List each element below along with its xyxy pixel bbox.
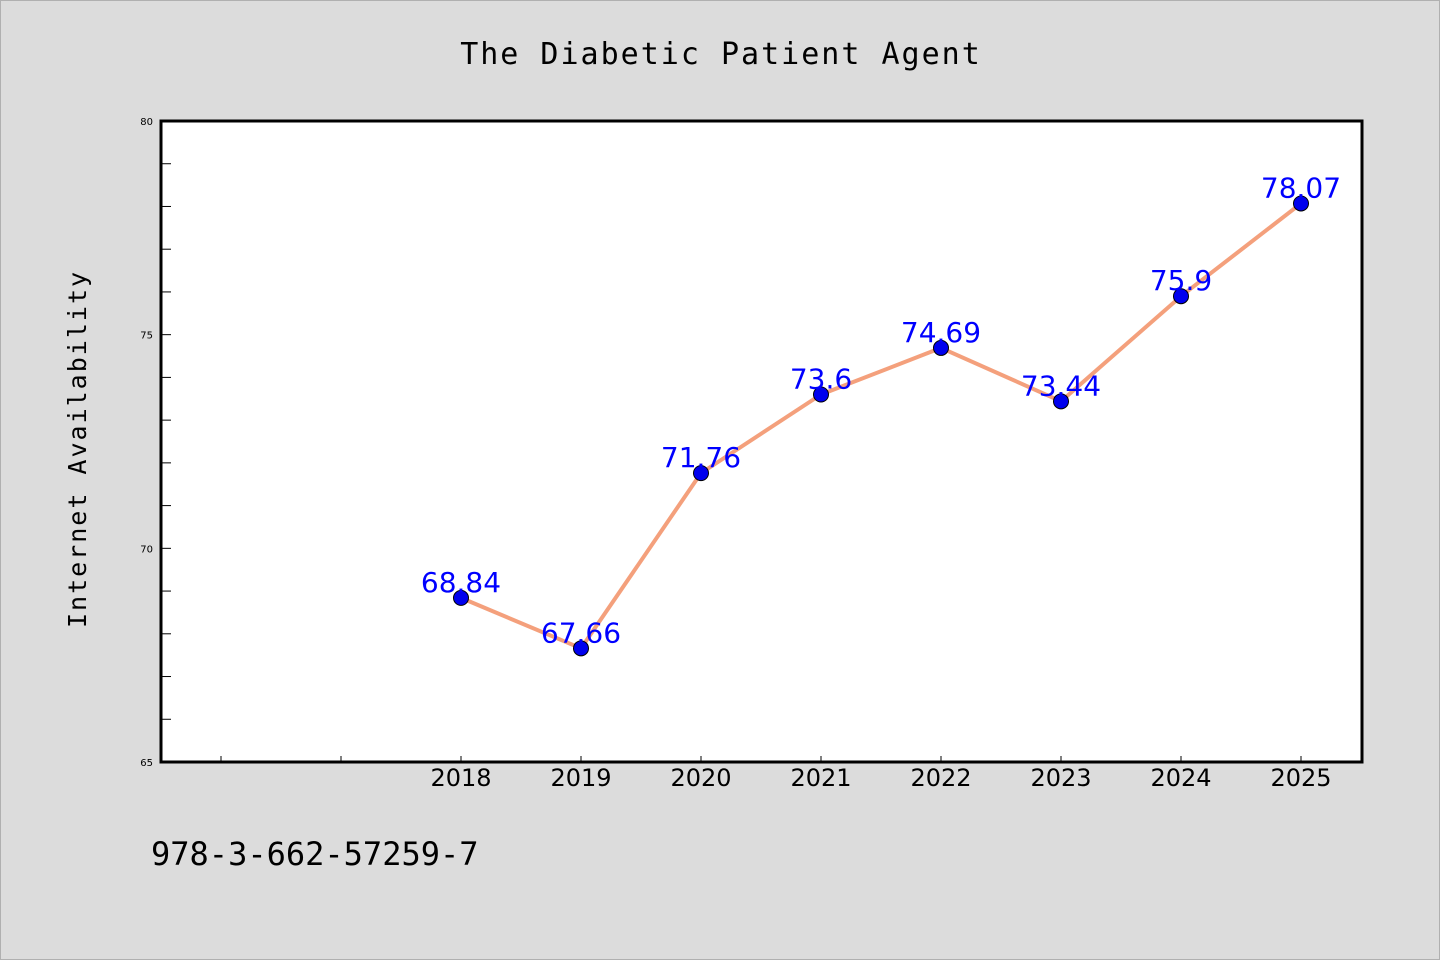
data-label: 73.6 bbox=[790, 362, 852, 395]
data-label: 67.66 bbox=[541, 616, 621, 649]
series-line bbox=[460, 201, 1303, 651]
data-labels: 68.84 67.66 71.76 73.6 74.69 73.44 75.9 78.07 bbox=[421, 171, 1341, 649]
x-tick-label: 2020 bbox=[670, 764, 731, 792]
x-tick-label: 2024 bbox=[1150, 764, 1211, 792]
x-tick-label: 2022 bbox=[910, 764, 971, 792]
y-axis: 65 70 75 80 bbox=[140, 117, 171, 769]
y-axis-label: Internet Availability bbox=[63, 270, 92, 628]
x-tick-label: 2019 bbox=[550, 764, 611, 792]
x-tick-label: 2021 bbox=[790, 764, 851, 792]
isbn-label: 978-3-662-57259-7 bbox=[151, 835, 479, 873]
data-label: 74.69 bbox=[901, 316, 981, 349]
data-point bbox=[693, 465, 709, 482]
series-markers bbox=[453, 195, 1309, 657]
data-point bbox=[453, 589, 469, 606]
plot-area bbox=[161, 121, 1362, 762]
plot-frame bbox=[159, 119, 1364, 764]
data-label: 68.84 bbox=[421, 566, 501, 599]
y-tick-label: 70 bbox=[140, 544, 153, 555]
data-label: 71.76 bbox=[661, 441, 741, 474]
data-point bbox=[933, 339, 949, 356]
data-point bbox=[1173, 288, 1189, 305]
x-tick-label: 2023 bbox=[1030, 764, 1091, 792]
series-line-path bbox=[460, 201, 1303, 651]
y-tick-label: 75 bbox=[140, 331, 153, 342]
x-tick-label: 2025 bbox=[1270, 764, 1331, 792]
data-label: 75.9 bbox=[1150, 264, 1212, 297]
data-point bbox=[813, 386, 829, 403]
x-axis: 2018 2019 2020 2021 2022 2023 2024 2025 bbox=[220, 756, 1332, 792]
data-point bbox=[1293, 195, 1309, 212]
y-tick-label: 80 bbox=[140, 117, 153, 128]
y-tick-label: 65 bbox=[140, 758, 153, 769]
x-tick-label: 2018 bbox=[430, 764, 491, 792]
data-label: 73.44 bbox=[1021, 369, 1101, 402]
data-point bbox=[573, 640, 589, 657]
data-point bbox=[1053, 393, 1069, 410]
data-label: 78.07 bbox=[1261, 171, 1341, 204]
chart-title: The Diabetic Patient Agent bbox=[460, 37, 982, 72]
